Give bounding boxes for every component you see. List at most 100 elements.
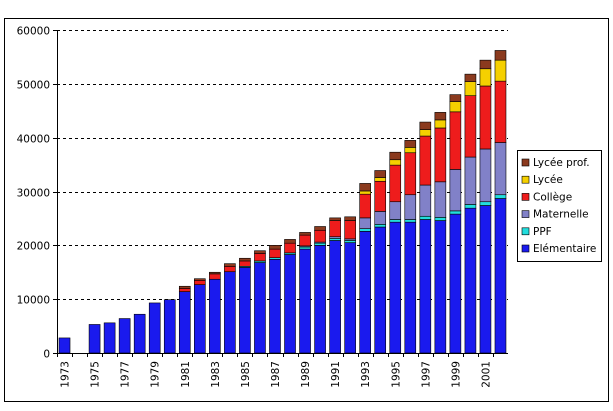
bar-1994-coll-ge: [374, 180, 387, 212]
bar-2000-el-mentaire: [464, 207, 477, 354]
bar-1984-el-mentaire: [224, 271, 236, 354]
legend-swatch-lyc-e-prof-: [521, 158, 530, 167]
bar-1995-el-mentaire: [389, 221, 402, 354]
bar-1997-lyc-e-prof-: [419, 121, 432, 130]
bar-1976-el-mentaire: [103, 322, 116, 354]
bar-1973-el-mentaire: [58, 337, 71, 354]
x-tick-label-1983: 1983: [210, 361, 222, 388]
bar-1991-coll-ge: [329, 220, 341, 238]
bar-1996-lyc-e-prof-: [404, 140, 417, 148]
bar-1991-el-mentaire: [329, 240, 341, 354]
x-tick-label-1979: 1979: [150, 361, 162, 388]
chart-frame: [4, 18, 609, 402]
axes: 0 10000 20000 30000 40000 50000 60000 1973 1975 1…: [4, 18, 609, 402]
bar-1993-lyc-e: [359, 190, 371, 195]
bar-1989-ppf: [299, 246, 311, 250]
bar-1998-coll-ge: [434, 127, 447, 183]
bar-1998-el-mentaire: [434, 220, 447, 354]
bar-1987-el-mentaire: [269, 259, 281, 354]
bar-1998-maternelle: [434, 181, 447, 218]
bar-1978-el-mentaire: [133, 313, 146, 354]
x-tick-label-2001: 2001: [480, 361, 492, 388]
bar-1984-lyc-e-prof-: [224, 263, 236, 267]
legend-swatch-coll-ge: [521, 193, 530, 201]
bar-2001-el-mentaire: [479, 205, 492, 354]
bar-1983-lyc-e-prof-: [209, 271, 221, 275]
bar-2000-ppf: [464, 204, 477, 209]
bar-2000-lyc-e-prof-: [464, 73, 477, 82]
bar-2000-coll-ge: [464, 95, 477, 158]
bar-1989-coll-ge: [299, 234, 311, 247]
legend-label-maternelle: Maternelle: [533, 209, 589, 221]
bar-1988-coll-ge: [284, 242, 296, 254]
bar-1999-lyc-e: [449, 101, 462, 113]
bar-1996-lyc-e: [404, 147, 417, 154]
bar-2002-lyc-e-prof-: [494, 50, 507, 61]
bar-1994-lyc-e-prof-: [374, 170, 387, 178]
bar-1995-ppf: [389, 219, 402, 223]
bar-1990-lyc-e-prof-: [314, 226, 326, 231]
bar-1996-maternelle: [404, 194, 417, 220]
y-tick-label-10000: 10000: [17, 295, 50, 307]
legend-swatch-ppf: [521, 227, 530, 236]
bar-1990-el-mentaire: [314, 245, 326, 354]
x-tick-label-1985: 1985: [240, 361, 252, 388]
bar-2000-maternelle: [464, 156, 477, 205]
bars: [58, 50, 507, 354]
bar-1988-el-mentaire: [284, 254, 296, 354]
bar-1993-lyc-e-prof-: [359, 183, 371, 192]
bar-1999-ppf: [449, 210, 462, 215]
bar-2001-lyc-e: [479, 68, 492, 87]
bar-1982-lyc-e-prof-: [194, 278, 206, 281]
bar-1993-el-mentaire: [359, 231, 371, 354]
legend: Lycée prof. Lycée Collège Maternelle PPF Elém…: [517, 150, 602, 262]
x-tick-label-1975: 1975: [90, 361, 102, 388]
bar-1980-el-mentaire: [163, 299, 176, 354]
x-tick-label-1993: 1993: [360, 361, 372, 388]
bar-1991-lyc-e-prof-: [329, 217, 341, 221]
bar-1992-lyc-e-prof-: [344, 216, 356, 221]
bar-1997-coll-ge: [419, 135, 432, 186]
bar-2001-coll-ge: [479, 85, 492, 150]
bar-2002-lyc-e: [494, 59, 507, 82]
x-tick-label-1987: 1987: [270, 361, 282, 388]
bar-1975-el-mentaire: [88, 324, 101, 354]
legend-swatch-lyc-e: [521, 175, 530, 184]
legend-swatch-maternelle: [521, 210, 530, 218]
bar-1981-coll-ge: [178, 288, 191, 292]
bar-1985-lyc-e-prof-: [239, 257, 251, 262]
bar-1982-coll-ge: [194, 280, 206, 285]
bar-1983-coll-ge: [209, 273, 221, 280]
legend-swatch-el-mentaire: [521, 244, 530, 253]
x-tick-label-1981: 1981: [180, 361, 192, 388]
bar-1990-coll-ge: [314, 229, 326, 243]
bar-1983-el-mentaire: [209, 278, 221, 354]
bar-1994-ppf: [374, 224, 387, 228]
bar-1984-coll-ge: [224, 266, 236, 273]
bar-1995-maternelle: [389, 201, 402, 220]
bar-1994-el-mentaire: [374, 226, 387, 354]
x-tick-label-1977: 1977: [120, 361, 132, 388]
bar-1986-coll-ge: [254, 253, 266, 262]
bar-1995-lyc-e: [389, 159, 402, 166]
y-tick-label-50000: 50000: [17, 80, 50, 92]
legend-label-ppf: PPF: [533, 226, 552, 238]
legend-label-el-mentaire: Elémentaire: [533, 243, 596, 255]
x-tick-label-1999: 1999: [450, 361, 462, 388]
bar-1989-lyc-e-prof-: [299, 232, 311, 236]
legend-label-lyc-e-prof-: Lycée prof.: [533, 157, 590, 169]
bar-1986-lyc-e-prof-: [254, 250, 266, 254]
bar-1989-el-mentaire: [299, 248, 311, 354]
bar-1995-lyc-e-prof-: [389, 151, 402, 161]
x-tick-label-1989: 1989: [300, 361, 312, 388]
bar-1979-el-mentaire: [148, 302, 161, 354]
y-tick-label-30000: 30000: [17, 188, 50, 200]
bar-1997-ppf: [419, 215, 432, 220]
bar-2001-maternelle: [479, 148, 492, 203]
bar-1992-coll-ge: [344, 220, 356, 240]
bar-1997-lyc-e: [419, 129, 432, 137]
bar-1996-ppf: [404, 219, 417, 223]
bar-1995-coll-ge: [389, 164, 402, 203]
